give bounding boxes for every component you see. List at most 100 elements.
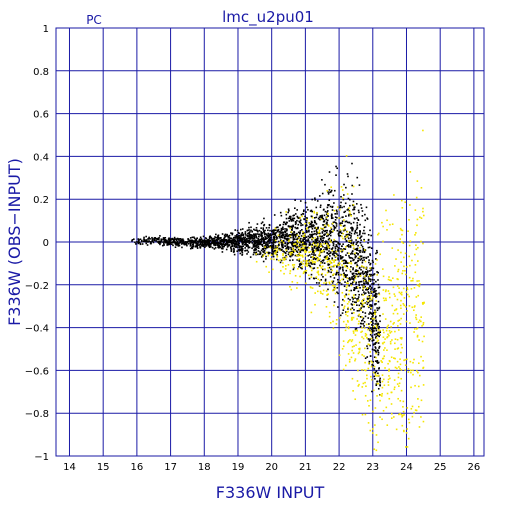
data-point-black: [214, 247, 217, 249]
data-point-black: [245, 234, 247, 236]
data-point-black: [284, 252, 287, 254]
data-point-black: [359, 280, 362, 283]
data-point-black: [322, 224, 324, 226]
data-point-yellow: [401, 233, 403, 236]
data-point-black: [267, 251, 270, 254]
data-point-black: [327, 269, 330, 272]
data-point-black: [355, 248, 358, 250]
data-point-black: [256, 233, 259, 235]
data-point-yellow: [414, 271, 417, 274]
data-point-black: [299, 251, 301, 253]
data-point-black: [261, 244, 263, 246]
data-point-black: [294, 236, 297, 238]
data-point-yellow: [328, 311, 331, 314]
data-point-black: [166, 240, 168, 242]
data-point-black: [241, 249, 244, 251]
data-point-yellow: [310, 269, 313, 272]
data-point-yellow: [288, 252, 291, 255]
data-point-black: [369, 355, 372, 357]
data-point-yellow: [311, 261, 314, 264]
data-point-black: [362, 277, 365, 280]
data-point-yellow: [354, 334, 357, 336]
data-point-black: [283, 235, 286, 238]
data-point-black: [321, 217, 324, 220]
data-point-black: [314, 197, 316, 200]
data-point-black: [326, 245, 328, 247]
data-point-yellow: [395, 428, 398, 431]
data-point-black: [340, 232, 343, 234]
data-point-yellow: [417, 284, 420, 287]
data-point-yellow: [315, 256, 318, 259]
data-point-black: [186, 241, 189, 243]
data-point-yellow: [291, 251, 294, 254]
data-point-black: [365, 280, 367, 283]
data-point-yellow: [346, 193, 349, 195]
data-point-black: [322, 245, 324, 248]
data-point-black: [335, 225, 338, 227]
data-point-black: [320, 279, 323, 281]
data-point-black: [209, 244, 212, 246]
data-point-yellow: [279, 258, 282, 261]
data-point-yellow: [415, 196, 418, 199]
data-point-black: [353, 208, 356, 211]
data-point-black: [321, 228, 324, 230]
data-point-black: [265, 246, 268, 249]
data-point-black: [267, 232, 270, 235]
data-point-yellow: [321, 250, 323, 252]
data-point-black: [282, 243, 284, 246]
data-point-black: [319, 254, 321, 257]
data-point-black: [311, 263, 313, 265]
data-point-black: [159, 242, 161, 244]
data-point-black: [351, 226, 353, 229]
data-point-black: [260, 222, 263, 225]
data-point-yellow: [380, 360, 382, 362]
data-point-yellow: [402, 287, 405, 290]
data-point-yellow: [411, 415, 414, 418]
data-point-black: [214, 236, 216, 238]
data-point-yellow: [371, 361, 374, 364]
data-point-black: [289, 241, 291, 244]
data-point-black: [239, 252, 242, 255]
data-point-black: [212, 237, 214, 240]
data-point-black: [334, 216, 337, 218]
data-point-yellow: [375, 326, 378, 329]
data-point-yellow: [401, 414, 404, 417]
data-point-black: [328, 252, 331, 255]
data-point-black: [364, 315, 367, 318]
data-point-yellow: [350, 215, 353, 217]
data-point-yellow: [383, 341, 386, 344]
data-point-yellow: [375, 300, 378, 302]
data-point-black: [291, 234, 294, 236]
data-point-yellow: [386, 349, 388, 352]
data-point-black: [190, 244, 192, 247]
data-point-black: [361, 319, 364, 321]
data-point-yellow: [341, 291, 344, 294]
data-point-black: [334, 213, 337, 215]
data-point-black: [293, 244, 295, 247]
data-point-yellow: [397, 376, 400, 379]
data-point-yellow: [415, 296, 418, 298]
data-point-black: [237, 241, 240, 243]
data-point-black: [300, 224, 302, 227]
data-point-yellow: [336, 283, 338, 285]
data-point-black: [248, 221, 250, 224]
data-point-black: [310, 256, 312, 259]
data-point-black: [339, 234, 342, 237]
data-point-black: [319, 264, 321, 267]
data-point-yellow: [421, 302, 424, 304]
data-point-yellow: [346, 303, 349, 305]
data-point-yellow: [398, 287, 400, 289]
data-point-black: [351, 276, 353, 278]
data-point-black: [378, 325, 380, 328]
data-point-black: [148, 236, 150, 239]
data-point-yellow: [329, 260, 332, 263]
data-point-yellow: [361, 300, 363, 303]
data-point-black: [272, 250, 274, 253]
data-point-black: [204, 246, 206, 249]
data-point-yellow: [393, 322, 395, 324]
data-point-black: [374, 311, 377, 314]
data-point-yellow: [310, 259, 313, 262]
data-point-black: [230, 245, 232, 248]
data-point-yellow: [264, 246, 266, 248]
data-point-black: [370, 324, 373, 326]
